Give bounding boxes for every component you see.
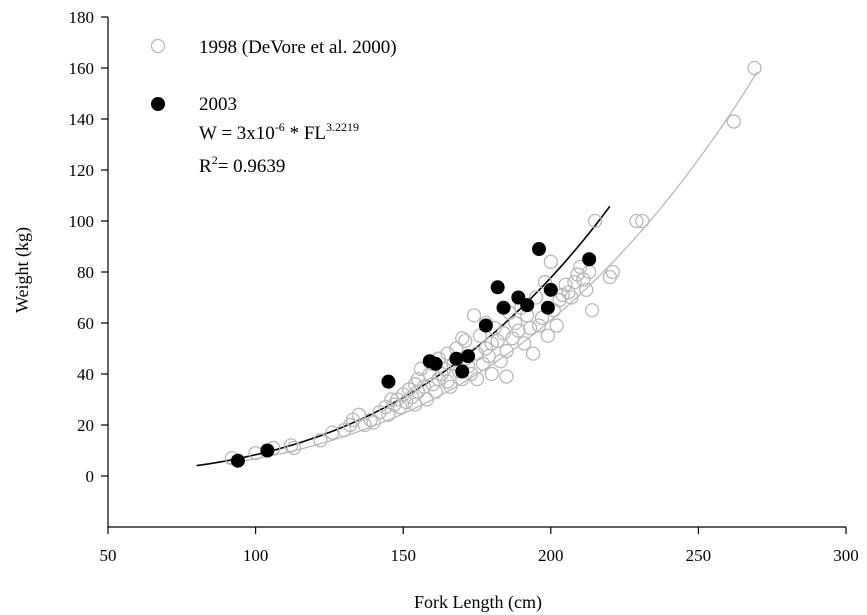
point-1998: [419, 392, 434, 407]
point-2003: [381, 374, 396, 389]
point-1998: [458, 333, 473, 349]
point-2003: [478, 318, 493, 333]
y-tick-label: 160: [69, 59, 95, 78]
point-2003: [582, 252, 597, 267]
point-1998: [558, 277, 573, 292]
point-2003: [428, 356, 443, 371]
data-points: [224, 60, 762, 468]
x-tick-label: 200: [538, 546, 564, 565]
r2-exp: 2: [212, 153, 218, 167]
y-tick-label: 40: [77, 365, 94, 384]
y-tick-label: 140: [69, 110, 95, 129]
point-2003: [520, 298, 535, 313]
point-1998: [469, 371, 485, 387]
point-1998: [499, 369, 514, 384]
r2-value: = 0.9639: [218, 156, 286, 177]
equation-exp-2: 3.2219: [326, 120, 359, 134]
point-1998: [525, 346, 541, 361]
point-2003: [531, 242, 546, 257]
legend-label-2003: 2003: [199, 94, 237, 115]
fit-equation: W = 3x10-6 * FL3.2219: [199, 120, 359, 144]
x-tick-label: 300: [833, 546, 859, 565]
point-2003: [543, 282, 558, 297]
point-1998: [313, 433, 328, 448]
point-1998: [549, 318, 564, 333]
point-2003: [461, 349, 476, 364]
point-1998: [726, 114, 741, 129]
point-2003: [496, 300, 511, 315]
point-1998: [579, 282, 594, 298]
y-tick-label: 20: [77, 416, 94, 435]
x-axis-title: Fork Length (cm): [414, 592, 542, 613]
point-1998: [428, 384, 443, 400]
point-2003: [455, 364, 470, 379]
point-1998: [455, 331, 470, 346]
point-2003: [260, 443, 275, 458]
legend-marker-2003: [151, 97, 165, 111]
point-1998: [564, 290, 579, 305]
x-tick-label: 250: [686, 546, 712, 565]
y-tick-label: 120: [69, 161, 95, 180]
point-1998: [283, 438, 299, 453]
point-1998: [496, 326, 511, 341]
fit-curve-1998: [226, 71, 758, 465]
legend-label-1998: 1998 (DeVore et al. 2000): [199, 37, 397, 58]
point-2003: [540, 300, 555, 315]
equation-exp-1: -6: [275, 120, 285, 134]
point-1998: [499, 343, 514, 359]
r2-prefix: R: [199, 156, 212, 177]
y-tick-label: 60: [77, 314, 94, 333]
point-1998: [543, 254, 558, 269]
point-1998: [366, 415, 381, 430]
axis-ticks: 0 20 40 60 80 100 120 140 160 180 50 100 150 200 250 30…: [69, 8, 859, 565]
fit-curve-2003: [196, 205, 611, 467]
point-1998: [587, 213, 603, 229]
point-1998: [522, 320, 538, 336]
point-1998: [605, 264, 620, 280]
point-1998: [747, 60, 762, 76]
point-1998: [286, 440, 302, 456]
y-tick-label: 80: [77, 263, 94, 282]
x-tick-label: 100: [243, 546, 269, 565]
point-1998: [517, 336, 532, 351]
legend: 1998 (DeVore et al. 2000) 2003 W = 3x10-…: [150, 37, 397, 177]
y-tick-label: 100: [69, 212, 95, 231]
r-squared: R2= 0.9639: [199, 153, 285, 177]
point-1998: [635, 213, 650, 229]
point-2003: [230, 453, 245, 468]
point-1998: [528, 290, 544, 305]
point-1998: [567, 275, 582, 290]
point-1998: [413, 361, 429, 377]
x-tick-label: 150: [390, 546, 416, 565]
point-1998: [443, 379, 458, 394]
legend-marker-1998: [150, 38, 166, 54]
point-1998: [584, 303, 600, 318]
point-1998: [540, 328, 555, 343]
point-1998: [466, 308, 482, 323]
point-1998: [363, 412, 378, 428]
y-axis-title: Weight (kg): [12, 227, 33, 313]
point-1998: [531, 318, 547, 333]
y-tick-label: 180: [69, 8, 95, 27]
equation-prefix: W = 3x10: [199, 123, 275, 144]
point-1998: [484, 366, 499, 382]
point-1998: [508, 315, 523, 331]
point-1998: [407, 397, 423, 412]
y-tick-label: 0: [86, 467, 95, 486]
point-1998: [629, 213, 644, 229]
equation-mid: * FL: [285, 123, 326, 144]
x-tick-label: 50: [100, 546, 117, 565]
point-2003: [490, 280, 505, 295]
point-2003: [449, 351, 464, 366]
